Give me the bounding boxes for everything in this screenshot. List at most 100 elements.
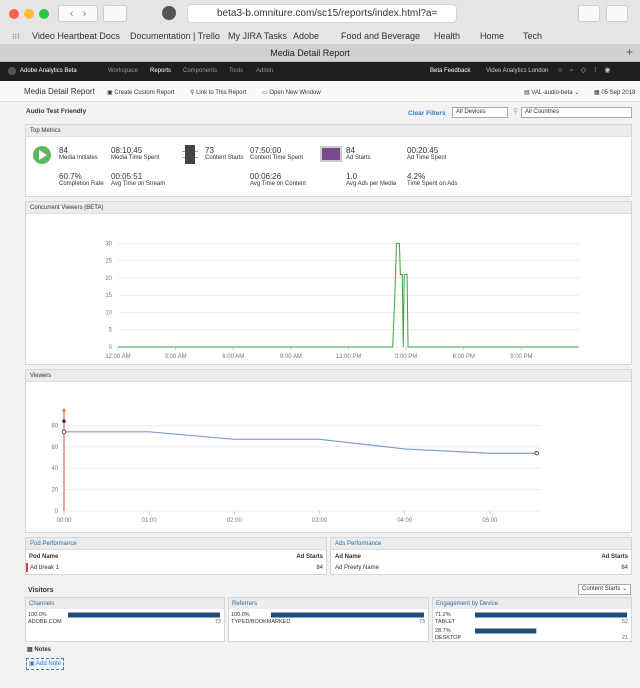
- header-icons[interactable]: ○▫◇⁝◉: [558, 67, 619, 74]
- metric-label: Time Spent on Ads: [407, 181, 458, 187]
- share-label: 71.2%: [435, 612, 451, 618]
- concurrent-viewers-panel: [25, 201, 632, 365]
- metric-label: Avg Time on Stream: [111, 181, 166, 187]
- share-label: 100.0%: [28, 612, 47, 618]
- date-picker[interactable]: ▦ 05 Sep 2018: [594, 90, 636, 96]
- add-note[interactable]: ▣ Add Note: [26, 658, 65, 670]
- item-count: 73: [214, 619, 221, 625]
- toolbar-action[interactable]: ▭ Open New Window: [262, 90, 321, 96]
- zoom-button[interactable]: [39, 9, 49, 19]
- metric-label: Completion Rate: [59, 181, 104, 187]
- column-header: Ad Name: [335, 554, 362, 560]
- tab-bar: [0, 45, 640, 62]
- filter-label: All Devices: [456, 109, 486, 115]
- bookmark[interactable]: Tech: [523, 31, 543, 41]
- panel-title: Viewers: [30, 373, 52, 379]
- company[interactable]: Video Analytics London: [486, 68, 549, 74]
- column-header: Ad Starts: [296, 554, 323, 560]
- add-note-label[interactable]: Add Note: [36, 661, 62, 667]
- device-filter[interactable]: All Devices: [452, 107, 508, 118]
- cell: Ad Preety Name: [335, 565, 380, 571]
- nav-item[interactable]: Workspace: [108, 68, 138, 74]
- notes-label: Notes: [34, 647, 52, 653]
- tabs-button[interactable]: [606, 5, 628, 22]
- bookmark[interactable]: Health: [434, 31, 461, 41]
- site-icon[interactable]: [162, 6, 176, 20]
- panel-header: [229, 598, 428, 609]
- metric-value: 07:50:00: [250, 146, 282, 155]
- nav-item[interactable]: Reports: [150, 68, 172, 74]
- country-filter[interactable]: All Countries: [521, 107, 632, 118]
- close-button[interactable]: [9, 9, 19, 19]
- panel-header: [26, 125, 631, 137]
- metric-label: Media Time Spent: [111, 155, 160, 161]
- bookmark[interactable]: Video Heartbeat Docs: [32, 31, 120, 41]
- item-name: DESKTOP: [435, 635, 462, 641]
- action-label[interactable]: Link to This Report: [196, 90, 247, 96]
- share-label: 100.0%: [231, 612, 250, 618]
- share-label: 28.7%: [435, 628, 451, 634]
- suite-label[interactable]: VAL-audio-beta: [531, 90, 573, 96]
- cell: Ad break 1: [30, 565, 60, 571]
- toolbar: [0, 81, 640, 102]
- bookmark[interactable]: Adobe: [293, 31, 320, 41]
- metric-value: 00:06:26: [250, 172, 282, 181]
- clear-filters[interactable]: Clear Filters: [408, 110, 446, 117]
- metric-value: 84: [346, 146, 355, 155]
- beta-feedback[interactable]: Beta Feedback: [430, 68, 471, 74]
- report-suite[interactable]: ▤ VAL-audio-beta ⌄: [524, 90, 580, 96]
- item-count: 52: [621, 619, 628, 625]
- nav-item[interactable]: Admin: [256, 68, 274, 74]
- item-count: 73: [418, 619, 425, 625]
- panel-header: [26, 370, 631, 382]
- nav-item[interactable]: Components: [183, 68, 218, 74]
- panel-header: [26, 598, 224, 609]
- brand: Adobe Analytics Beta: [20, 68, 77, 74]
- cell: 84: [621, 565, 628, 571]
- item-name: TYPED/BOOKMARKED: [231, 619, 291, 625]
- metric-label: Avg Time on Content: [250, 181, 306, 187]
- action-label[interactable]: Open New Window: [269, 90, 321, 96]
- metric-select[interactable]: Content Starts ⌄: [578, 584, 631, 595]
- toolbar-action[interactable]: ▣ Create Custom Report: [107, 90, 175, 96]
- bookmark[interactable]: My JIRA Tasks: [228, 31, 287, 41]
- panel-title: Pod Performance: [30, 541, 77, 547]
- nav-item[interactable]: Tools: [229, 68, 244, 74]
- minimize-button[interactable]: [24, 9, 34, 19]
- item-name: TABLET: [435, 619, 456, 625]
- new-tab[interactable]: +: [626, 45, 634, 59]
- tab-title[interactable]: Media Detail Report: [270, 48, 350, 58]
- action-label[interactable]: Create Custom Report: [114, 90, 175, 96]
- metric-label: Media Initiates: [59, 155, 98, 161]
- metric-value: 1.0: [346, 172, 358, 181]
- date[interactable]: 05 Sep 2018: [601, 90, 636, 96]
- metric-value: 60.7%: [59, 172, 82, 181]
- url: beta3-b.omniture.com/sc15/reports/index.…: [217, 8, 438, 19]
- metric-value: 00:05:51: [111, 172, 143, 181]
- panel-header: [331, 538, 631, 550]
- panel-title: Engagement by Device: [436, 601, 499, 607]
- item-name: ADOBE.COM: [28, 619, 62, 625]
- play-triangle: [39, 150, 47, 160]
- apps-icon[interactable]: ⁝⁝⁝: [12, 32, 20, 41]
- filter-label: All Countries: [525, 109, 560, 115]
- bookmark[interactable]: Documentation | Trello: [130, 31, 220, 41]
- row-marker: [26, 563, 28, 572]
- share-button[interactable]: [578, 5, 600, 22]
- viewers-panel: [25, 369, 632, 533]
- address-bar[interactable]: [187, 4, 457, 23]
- metric-value: 08:10:45: [111, 146, 143, 155]
- bookmark[interactable]: Home: [480, 31, 505, 41]
- metric-label: Ad Starts: [346, 155, 371, 161]
- sidebar-button[interactable]: [103, 5, 127, 22]
- logo: [8, 67, 16, 75]
- metric-label: Avg Ads per Media: [346, 181, 397, 187]
- film-icon: [182, 145, 198, 164]
- toolbar-action[interactable]: ⚲ Link to This Report: [190, 90, 247, 96]
- metric-value: 84: [59, 146, 68, 155]
- app-header: [0, 62, 640, 81]
- panel-header: [26, 202, 631, 214]
- nav-buttons[interactable]: ‹ ›: [58, 5, 98, 22]
- bookmark[interactable]: Food and Beverage: [341, 31, 421, 41]
- bookmarks-bar: [0, 28, 640, 45]
